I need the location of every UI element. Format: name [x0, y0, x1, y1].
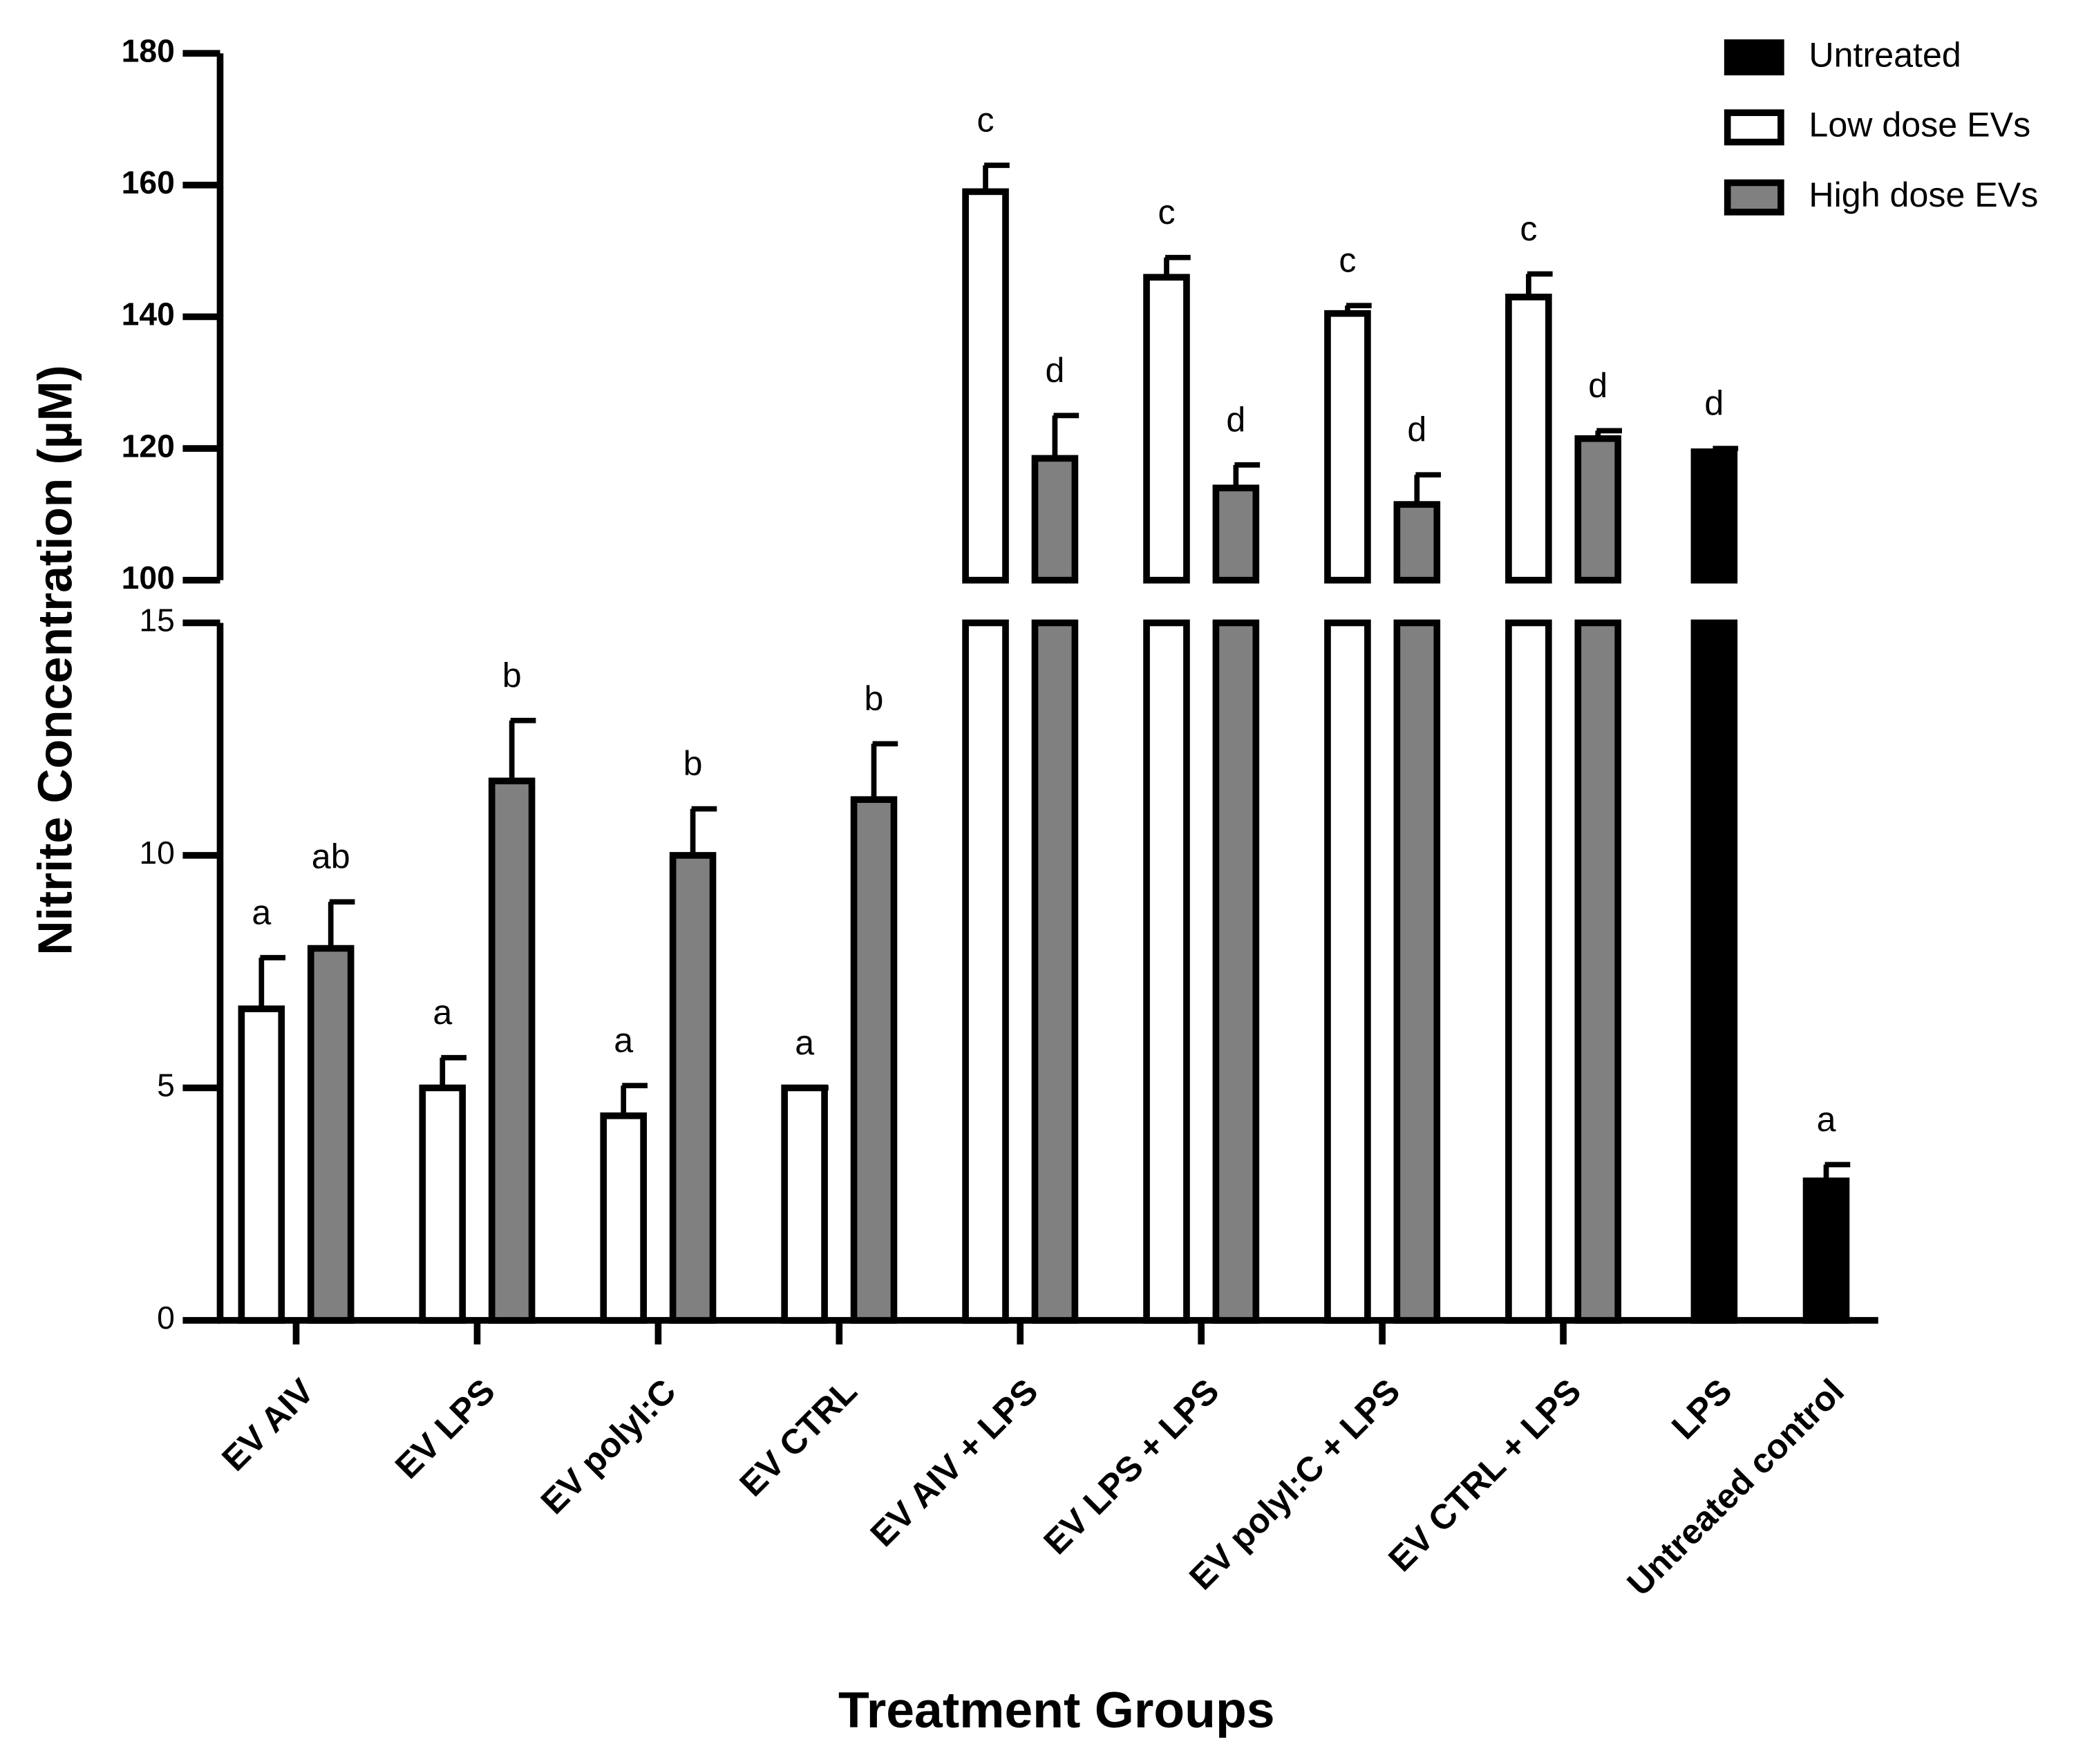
x-tick-label: EV AIV + LPS	[863, 1372, 1046, 1554]
bar	[419, 1084, 466, 1324]
significance-letter: c	[1339, 241, 1356, 280]
y-tick-label: 100	[122, 560, 175, 596]
bar-lower	[1143, 619, 1190, 1324]
bar	[307, 945, 355, 1324]
y-tick-label: 10	[139, 835, 175, 871]
x-axis-title: Treatment Groups	[838, 1682, 1275, 1738]
y-tick-label: 160	[122, 164, 175, 200]
bar	[1574, 435, 1622, 584]
y-tick-label: 15	[139, 603, 175, 638]
significance-letter: a	[1817, 1100, 1836, 1139]
bar	[1690, 448, 1738, 584]
x-tick-label: EV LPS + LPS	[1036, 1372, 1226, 1562]
y-tick-label: 0	[157, 1300, 175, 1336]
x-tick-label: EV LPS	[388, 1372, 502, 1486]
bar	[962, 188, 1009, 584]
x-tick-label: LPS	[1664, 1372, 1739, 1447]
y-tick-label: 180	[122, 32, 175, 68]
legend-label: Low dose EVs	[1809, 106, 2030, 144]
bar-lower	[1324, 619, 1371, 1324]
bar	[1505, 294, 1552, 584]
y-tick-label: 140	[122, 296, 175, 332]
significance-letter: ab	[312, 837, 350, 876]
significance-letter: c	[1158, 193, 1175, 231]
bar-lower	[962, 619, 1009, 1324]
x-tick-label: EV polyI:C	[534, 1372, 683, 1521]
significance-letter: b	[683, 744, 703, 783]
bar	[1143, 274, 1190, 584]
legend-swatch	[1724, 109, 1784, 146]
significance-letter: c	[1520, 209, 1537, 248]
significance-letter: a	[614, 1021, 633, 1060]
bar	[1393, 501, 1441, 584]
bar-lower	[1690, 619, 1738, 1324]
bar	[600, 1112, 647, 1324]
y-tick-label: 120	[122, 428, 175, 464]
significance-letter: b	[502, 656, 522, 694]
x-tick-label: EV CTRL	[732, 1372, 864, 1504]
x-tick-label: EV CTRL + LPS	[1381, 1372, 1588, 1579]
significance-letter: d	[1588, 366, 1607, 405]
bar-lower	[1212, 619, 1260, 1324]
bar-lower	[1393, 619, 1441, 1324]
significance-letter: d	[1226, 400, 1245, 439]
significance-letter: c	[977, 101, 994, 140]
bar	[1802, 1177, 1850, 1324]
legend-label: High dose EVs	[1809, 176, 2038, 214]
legend-label: Untreated	[1809, 35, 1961, 74]
bar	[1324, 310, 1371, 584]
y-tick-label: 5	[157, 1068, 175, 1103]
significance-letter: d	[1704, 384, 1724, 423]
bar	[238, 1005, 285, 1324]
bar-lower	[1574, 619, 1622, 1324]
significance-letter: d	[1407, 410, 1426, 449]
bar	[850, 796, 898, 1324]
bar	[1031, 455, 1079, 584]
y-axis-title: Nitrite Concentration (µM)	[28, 365, 82, 955]
significance-letter: b	[865, 679, 884, 718]
bar-lower	[1505, 619, 1552, 1324]
x-tick-label: EV AIV	[214, 1372, 321, 1479]
bar	[1212, 484, 1260, 584]
significance-letter: a	[433, 993, 452, 1032]
significance-letter: d	[1045, 351, 1064, 390]
significance-letter: a	[252, 893, 271, 932]
bar	[488, 777, 536, 1324]
legend-swatch	[1724, 39, 1784, 76]
legend-swatch	[1724, 179, 1784, 216]
bar-lower	[1031, 619, 1079, 1324]
x-tick-label: Untreated control	[1620, 1372, 1851, 1603]
bar	[781, 1084, 828, 1324]
significance-letter: a	[795, 1023, 814, 1062]
bar	[669, 852, 717, 1324]
